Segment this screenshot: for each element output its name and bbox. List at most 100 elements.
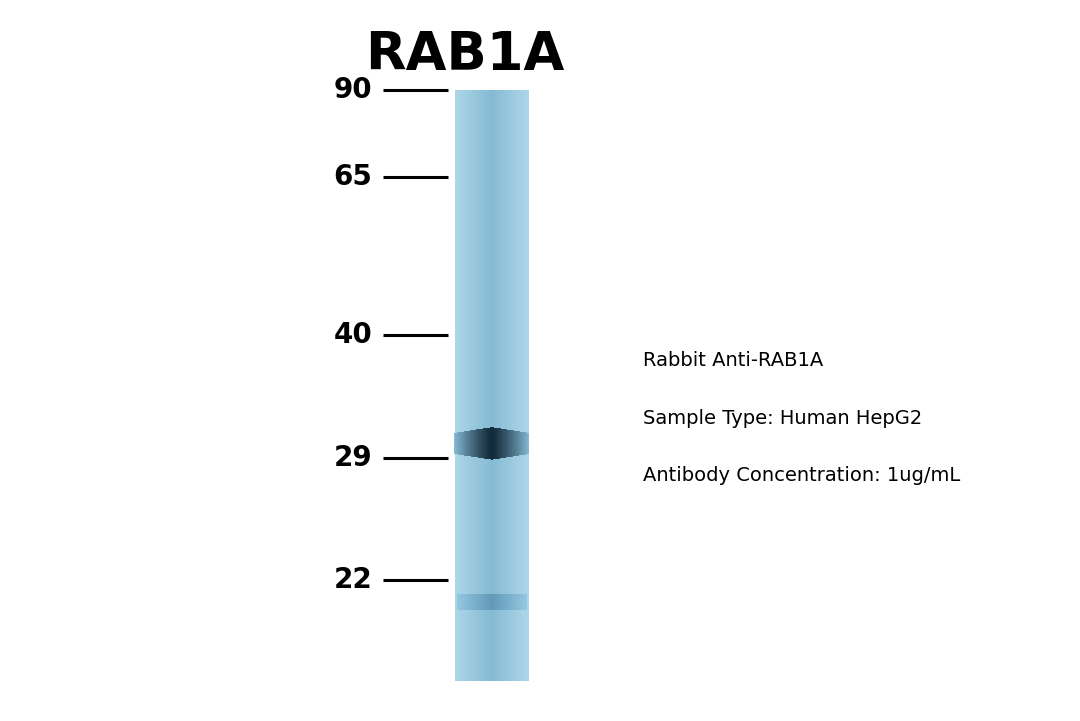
Bar <box>476 90 477 681</box>
Bar <box>487 90 488 681</box>
Bar <box>483 90 484 681</box>
Bar <box>502 90 503 681</box>
Bar <box>468 90 470 681</box>
Bar <box>521 90 522 681</box>
Bar <box>474 90 475 681</box>
Text: 65: 65 <box>334 163 373 190</box>
Bar <box>485 90 486 681</box>
Text: 90: 90 <box>334 76 373 104</box>
Bar <box>526 90 527 681</box>
Bar <box>485 90 486 681</box>
Bar <box>507 90 508 681</box>
Bar <box>456 90 457 681</box>
Bar <box>473 90 474 681</box>
Bar <box>524 90 525 681</box>
Bar <box>519 90 521 681</box>
Bar <box>522 90 523 681</box>
Bar <box>518 90 519 681</box>
Bar <box>475 90 476 681</box>
Text: Sample Type: Human HepG2: Sample Type: Human HepG2 <box>643 409 922 428</box>
Bar <box>501 90 502 681</box>
Bar <box>472 90 473 681</box>
Bar <box>511 90 512 681</box>
Bar <box>484 90 485 681</box>
Bar <box>513 90 514 681</box>
Bar <box>489 90 490 681</box>
Bar <box>492 90 494 681</box>
Bar <box>494 90 495 681</box>
Text: Antibody Concentration: 1ug/mL: Antibody Concentration: 1ug/mL <box>643 466 960 485</box>
Bar <box>475 90 476 681</box>
Bar <box>515 90 516 681</box>
Bar <box>468 90 469 681</box>
Bar <box>471 90 472 681</box>
Bar <box>484 90 485 681</box>
Bar <box>459 90 460 681</box>
Bar <box>471 90 472 681</box>
Bar <box>508 90 509 681</box>
Bar <box>474 90 475 681</box>
Bar <box>517 90 518 681</box>
Bar <box>457 90 458 681</box>
Bar <box>480 90 481 681</box>
Bar <box>467 90 468 681</box>
Bar <box>477 90 478 681</box>
Bar <box>460 90 461 681</box>
Bar <box>496 90 497 681</box>
Bar <box>491 90 492 681</box>
Bar <box>456 90 457 681</box>
Bar <box>478 90 480 681</box>
Bar <box>502 90 503 681</box>
Bar <box>511 90 512 681</box>
Bar <box>470 90 471 681</box>
Bar <box>476 90 477 681</box>
Bar <box>508 90 509 681</box>
Bar <box>525 90 526 681</box>
Bar <box>498 90 499 681</box>
Text: RAB1A: RAB1A <box>365 29 564 81</box>
Bar <box>514 90 515 681</box>
Bar <box>490 90 491 681</box>
Bar <box>499 90 500 681</box>
Bar <box>503 90 504 681</box>
Bar <box>526 90 527 681</box>
Bar <box>495 90 496 681</box>
Bar <box>481 90 482 681</box>
Bar <box>464 90 465 681</box>
Bar <box>507 90 508 681</box>
Bar <box>465 90 467 681</box>
Bar <box>463 90 464 681</box>
Bar <box>527 90 529 681</box>
Bar <box>478 90 480 681</box>
Bar <box>472 90 474 681</box>
Bar <box>465 90 467 681</box>
Bar <box>488 90 489 681</box>
Bar <box>467 90 468 681</box>
Bar <box>489 90 490 681</box>
Bar <box>458 90 459 681</box>
Bar <box>522 90 523 681</box>
Bar <box>523 90 525 681</box>
Bar <box>519 90 521 681</box>
Bar <box>517 90 518 681</box>
Bar <box>527 90 528 681</box>
Bar <box>501 90 502 681</box>
Bar <box>498 90 499 681</box>
Bar <box>460 90 461 681</box>
Bar <box>494 90 495 681</box>
Bar <box>462 90 463 681</box>
Bar <box>486 90 487 681</box>
Bar <box>509 90 510 681</box>
Bar <box>504 90 505 681</box>
Bar <box>497 90 498 681</box>
Bar <box>505 90 507 681</box>
Bar <box>512 90 513 681</box>
Bar <box>516 90 517 681</box>
Bar <box>512 90 513 681</box>
Bar <box>457 90 458 681</box>
Bar <box>495 90 496 681</box>
Bar <box>521 90 522 681</box>
Bar <box>509 90 511 681</box>
Bar <box>482 90 483 681</box>
Bar <box>492 90 494 681</box>
